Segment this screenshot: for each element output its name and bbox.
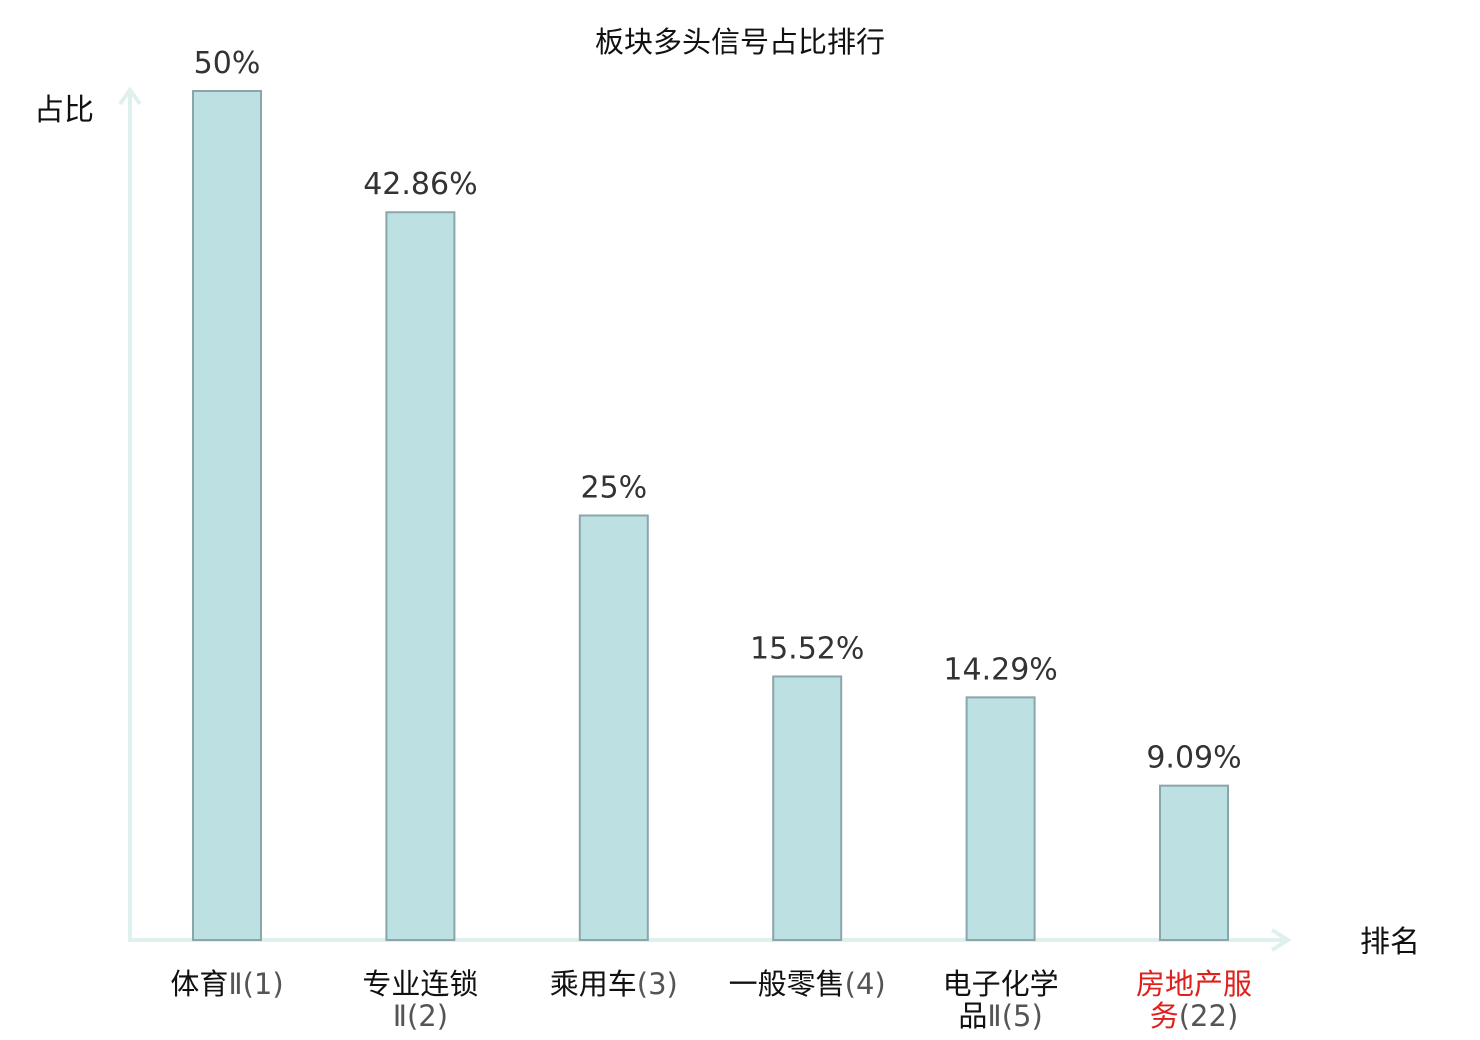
- x-tick-label-1: 体育Ⅱ(1): [170, 967, 283, 1001]
- x-tick-label-6-line-1: 房地产服: [1136, 967, 1252, 1001]
- value-label-4: 15.52%: [750, 631, 864, 666]
- x-tick-label-6-line-2: 务(22): [1150, 999, 1239, 1033]
- chart-title: 板块多头信号占比排行: [595, 25, 885, 59]
- value-label-5: 14.29%: [943, 652, 1057, 687]
- bar-1: [192, 90, 262, 941]
- bars: [192, 90, 1229, 942]
- x-tick-label-2-line-1: 专业连锁: [362, 967, 478, 1001]
- bar-6: [1159, 784, 1229, 941]
- y-axis-label: 占比: [34, 93, 94, 128]
- value-label-6: 9.09%: [1146, 741, 1241, 776]
- bar-5: [965, 696, 1036, 941]
- x-tick-label-5-line-2: 品Ⅱ(5): [958, 999, 1042, 1033]
- bar-3: [578, 514, 649, 941]
- value-label-2: 42.86%: [363, 167, 477, 202]
- x-tick-label-5-line-1: 电子化学: [943, 967, 1059, 1001]
- x-tick-label-3: 乘用车(3): [550, 967, 678, 1001]
- x-axis-arrow: [1270, 928, 1292, 952]
- axes: [118, 86, 1292, 952]
- x-axis-label: 排名: [1360, 925, 1420, 960]
- value-labels: 50% 42.86% 25% 15.52% 14.29% 9.09%: [194, 46, 1242, 776]
- value-label-1: 50%: [194, 46, 261, 81]
- bar-2: [385, 211, 456, 942]
- y-axis-arrow: [118, 86, 142, 106]
- bar-4: [772, 675, 843, 941]
- x-tick-label-4: 一般零售(4): [729, 967, 886, 1001]
- value-label-3: 25%: [580, 471, 647, 506]
- x-tick-label-2-line-2: Ⅱ(2): [393, 999, 448, 1033]
